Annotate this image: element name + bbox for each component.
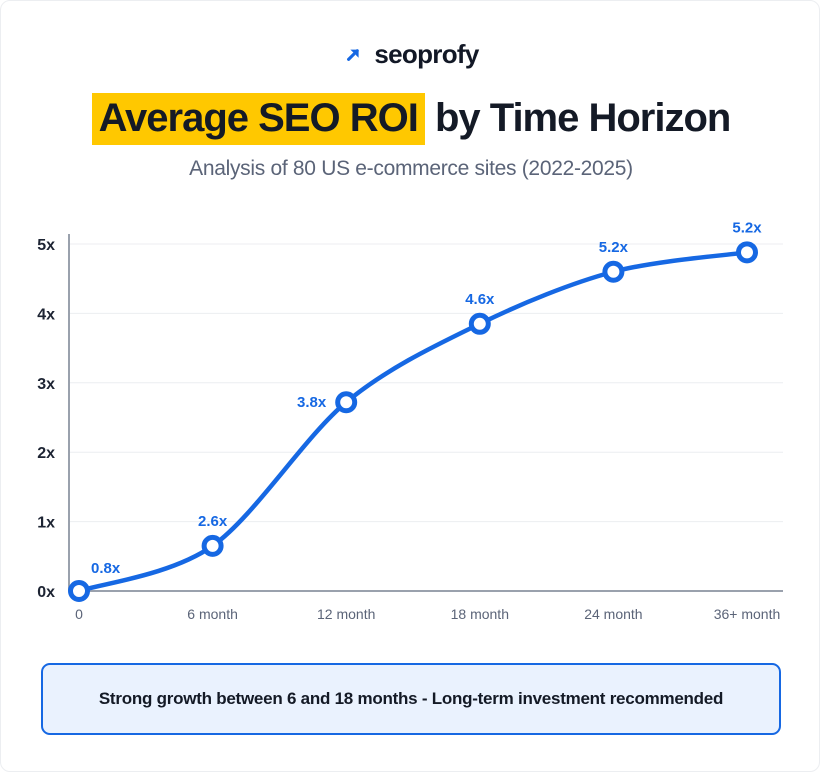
svg-text:3x: 3x	[37, 376, 55, 393]
svg-text:5.2x: 5.2x	[599, 239, 629, 256]
brand-logo: seoprofy	[1, 39, 819, 70]
page-subtitle: Analysis of 80 US e-commerce sites (2022…	[189, 157, 633, 180]
chart-data-labels: 0.8x 2.6x 3.8x 4.6x 5.2x 5.2x	[91, 219, 762, 577]
page-title-rest: by Time Horizon	[424, 96, 731, 140]
svg-text:5.2x: 5.2x	[732, 219, 762, 236]
chart-y-tick-labels: 0x 1x 2x 3x 4x 5x	[37, 237, 55, 601]
svg-text:6 month: 6 month	[187, 606, 238, 622]
svg-text:5x: 5x	[37, 237, 55, 254]
svg-text:1x: 1x	[37, 515, 55, 532]
svg-text:12 month: 12 month	[317, 606, 375, 622]
svg-text:18 month: 18 month	[451, 606, 509, 622]
recommendation-text: Strong growth between 6 and 18 months - …	[98, 689, 724, 708]
svg-text:4x: 4x	[37, 306, 55, 323]
chart-svg: 0x 1x 2x 3x 4x 5x 0.8x 2.6x 3.8x 4.6x 5.2x 5.2x 0 6…	[37, 219, 783, 622]
page-title: Average SEO ROI by Time Horizon	[1, 93, 819, 145]
svg-text:4.6x: 4.6x	[465, 291, 495, 308]
chart-series-line	[76, 250, 750, 594]
chart-x-tick-labels: 0 6 month 12 month 18 month 24 month 36+ mont…	[75, 606, 780, 622]
svg-text:36+ month: 36+ month	[714, 606, 781, 622]
svg-text:24 month: 24 month	[584, 606, 642, 622]
svg-text:2.6x: 2.6x	[198, 513, 228, 530]
arrow-up-right-icon	[343, 44, 365, 66]
recommendation-callout: Strong growth between 6 and 18 months - …	[41, 663, 781, 735]
page-title-highlight: Average SEO ROI	[91, 93, 425, 145]
svg-text:0: 0	[75, 606, 83, 622]
brand-name: seoprofy	[374, 39, 479, 69]
svg-text:3.8x: 3.8x	[297, 394, 327, 411]
chart-gridlines	[69, 243, 783, 592]
chart-series-markers	[68, 241, 758, 602]
svg-text:0.8x: 0.8x	[91, 560, 121, 577]
svg-text:2x: 2x	[37, 445, 55, 462]
roi-line-chart: 0x 1x 2x 3x 4x 5x 0.8x 2.6x 3.8x 4.6x 5.2x 5.2x 0 6…	[1, 197, 819, 637]
svg-text:0x: 0x	[37, 584, 55, 601]
